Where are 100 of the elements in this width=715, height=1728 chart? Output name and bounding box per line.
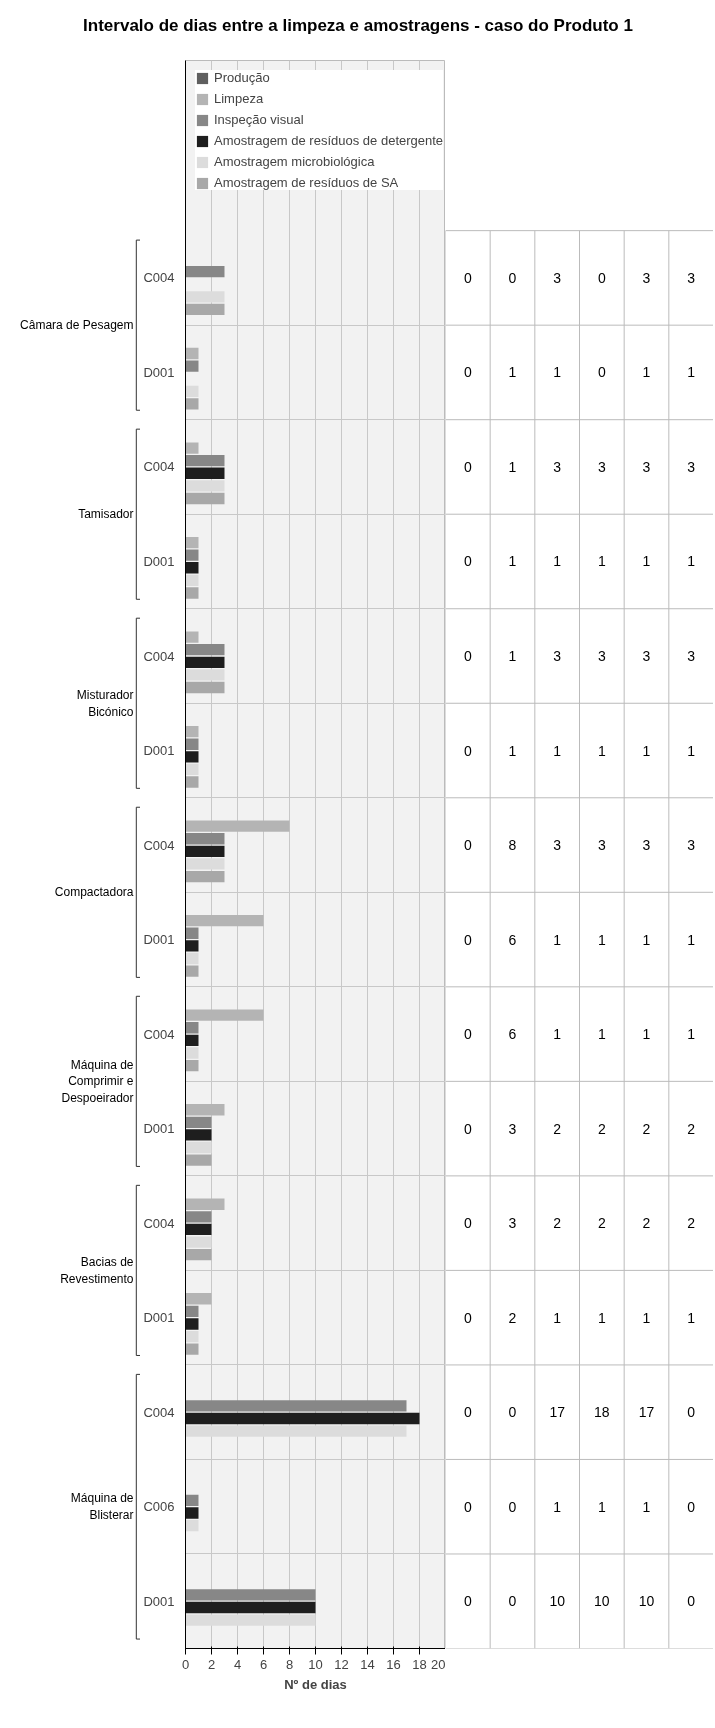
y-tick-label: D001 [143,932,175,948]
data-label: 3 [687,269,696,286]
bar [185,1248,212,1261]
data-label: 1 [597,742,606,759]
data-label: 0 [463,931,472,948]
bar [185,1211,212,1223]
bar [185,1519,199,1532]
data-label: 1 [553,931,562,948]
text: Tamisador [78,507,134,522]
bar [185,1198,225,1210]
data-label: 1 [687,931,696,948]
data-label: 2 [597,1120,606,1137]
y-tick-label: C004 [143,270,175,286]
legend-label: Limpeza [214,91,264,106]
y-tick-label: D001 [143,553,175,569]
data-label: 17 [638,1404,655,1421]
bar [185,1412,420,1425]
data-label: 2 [687,1120,696,1137]
bar [185,1034,199,1047]
bar [185,1507,199,1519]
data-label: 3 [508,1120,517,1137]
text: Câmara de Pesagem [20,318,134,333]
data-label: 0 [687,1498,696,1515]
x-tick-label: 6 [259,1656,268,1672]
y-tick-label: D001 [143,364,175,380]
data-label: 0 [463,837,472,854]
data-label: 2 [553,1120,562,1137]
bar [185,952,199,965]
data-label: 3 [687,648,696,664]
data-label: 3 [642,837,651,854]
data-label: 1 [553,553,562,570]
data-label: 3 [553,458,562,475]
x-tick-label: 14 [360,1656,375,1672]
data-label: 0 [687,1404,696,1421]
bar [185,1614,316,1626]
y-tick-label: C004 [143,648,175,664]
data-label: 1 [687,553,696,570]
data-label: 1 [642,364,651,381]
text: Máquina de Comprimir e Despoeirador [61,1057,134,1106]
bar [185,915,264,927]
bar [185,480,225,492]
data-label: 1 [597,1309,606,1326]
data-label: 6 [508,931,517,948]
bar [185,347,199,360]
data-label: 3 [687,837,696,854]
bar [185,1047,199,1059]
bar [185,1009,264,1021]
x-tick-label: 10 [308,1656,323,1672]
y-tick-label: C004 [143,1215,175,1231]
bar [185,1305,199,1318]
y-tick-label: C004 [143,837,175,853]
bar [185,1318,199,1330]
bar [185,1059,199,1072]
data-label: 1 [597,1026,606,1043]
bar [185,1141,212,1154]
bar [185,1154,212,1166]
data-label: 1 [597,553,606,570]
data-label: 0 [463,458,472,475]
bar [185,763,199,776]
data-label: 1 [553,364,562,381]
bar [185,751,199,763]
bar [185,587,199,599]
bar [185,1293,212,1305]
data-label: 1 [597,931,606,948]
bar [185,644,225,656]
bar [185,454,225,467]
x-tick-label: 4 [233,1656,242,1672]
data-label: 0 [508,1404,517,1421]
x-tick-label: 12 [334,1656,349,1672]
bar [185,631,199,643]
data-label: 3 [553,269,562,286]
data-label: 0 [463,1120,472,1137]
bar [185,820,290,832]
data-label: 2 [553,1215,562,1232]
data-label: 2 [597,1215,606,1232]
data-label: 3 [553,837,562,854]
data-label: 0 [463,1404,472,1421]
bar [185,776,199,788]
bar [185,1330,199,1343]
bar [185,833,225,845]
data-label: 10 [549,1593,566,1610]
bar [185,1104,225,1116]
legend-label: Amostragem microbiológica [214,154,375,169]
data-label: 1 [508,553,517,570]
x-tick-label: 8 [285,1656,294,1672]
data-label: 0 [463,553,472,570]
bar [185,574,199,587]
data-label: 1 [508,458,517,475]
data-label: 18 [594,1404,610,1421]
data-label: 3 [687,458,696,475]
data-label: 1 [687,364,696,381]
legend-label: Amostragem de resíduos de SA [214,175,399,190]
data-label: 6 [508,1026,517,1043]
legend-label: Produção [214,70,270,85]
bar [185,1116,212,1128]
data-label: 1 [553,742,562,759]
data-label: 3 [597,648,606,664]
text: Bacias de Revestimento [60,1255,134,1286]
data-label: 2 [508,1309,517,1326]
bar [185,398,199,410]
